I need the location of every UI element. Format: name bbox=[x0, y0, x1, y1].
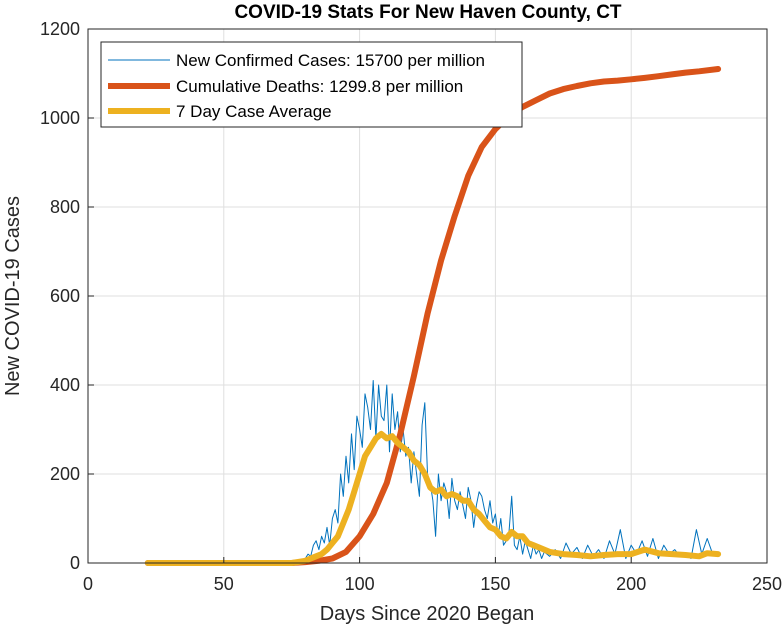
y-tick-label: 800 bbox=[50, 197, 80, 217]
y-tick-label: 1000 bbox=[40, 108, 80, 128]
x-tick-label: 0 bbox=[83, 574, 93, 594]
y-axis-label: New COVID-19 Cases bbox=[2, 196, 24, 396]
y-tick-label: 0 bbox=[70, 553, 80, 573]
x-tick-label: 50 bbox=[214, 574, 234, 594]
legend-label-7-day-average: 7 Day Case Average bbox=[176, 102, 332, 121]
y-tick-label: 200 bbox=[50, 464, 80, 484]
x-tick-label: 200 bbox=[616, 574, 646, 594]
series-line-cumulative-deaths bbox=[144, 66, 722, 566]
series-line-new-cases bbox=[147, 380, 719, 564]
tick-layer: 0 50 100 150 200 250 0 200 400 600 800 1000 1200 bbox=[40, 19, 782, 594]
series-layer bbox=[144, 66, 722, 566]
y-tick-label: 1200 bbox=[40, 19, 80, 39]
x-tick-label: 100 bbox=[345, 574, 375, 594]
legend: New Confirmed Cases: 15700 per million C… bbox=[100, 41, 523, 128]
x-tick-label: 150 bbox=[480, 574, 510, 594]
legend-label-new-cases: New Confirmed Cases: 15700 per million bbox=[176, 51, 485, 70]
y-tick-label: 600 bbox=[50, 286, 80, 306]
x-axis-label: Days Since 2020 Began bbox=[320, 603, 535, 625]
x-tick-label: 250 bbox=[752, 574, 782, 594]
legend-label-cumulative-deaths: Cumulative Deaths: 1299.8 per million bbox=[176, 77, 463, 96]
legend-box bbox=[100, 41, 523, 128]
y-tick-label: 400 bbox=[50, 375, 80, 395]
series-line-7-day-average bbox=[144, 430, 722, 566]
chart-title: COVID-19 Stats For New Haven County, CT bbox=[234, 2, 621, 23]
